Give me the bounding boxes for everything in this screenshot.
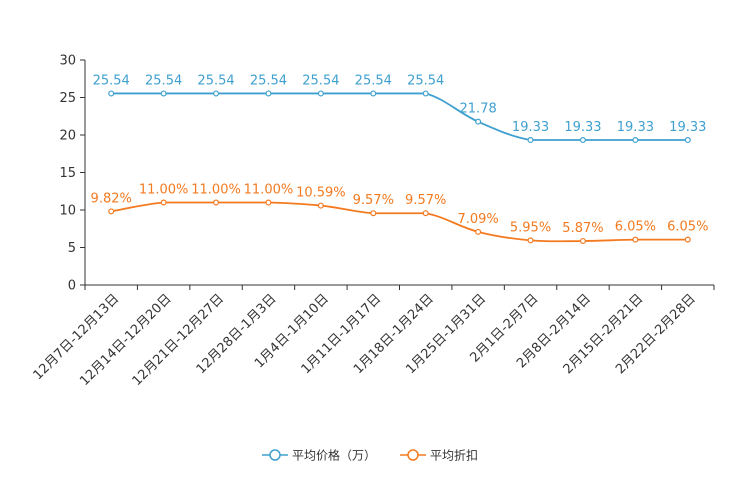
data-point[interactable] xyxy=(160,199,167,206)
data-label: 25.54 xyxy=(197,73,234,88)
legend-label: 平均价格（万） xyxy=(292,448,376,463)
data-point[interactable] xyxy=(475,228,482,235)
x-tick-label: 12月7日-12月13日 xyxy=(31,291,123,383)
y-tick-label: 5 xyxy=(68,241,76,256)
data-label: 9.82% xyxy=(91,191,132,206)
series-line xyxy=(111,201,688,243)
data-label: 9.57% xyxy=(353,193,394,208)
data-point[interactable] xyxy=(160,90,167,97)
y-tick-label: 20 xyxy=(59,129,76,144)
data-label: 19.33 xyxy=(512,120,549,135)
data-label: 9.57% xyxy=(405,193,446,208)
data-point[interactable] xyxy=(370,210,377,217)
data-label: 5.95% xyxy=(510,220,551,235)
chart-series-group: 25.54 25.54 25.54 25.54 25.54 25.54 25.54 21.78… xyxy=(91,73,708,244)
data-point[interactable] xyxy=(265,199,272,206)
data-point[interactable] xyxy=(213,199,220,206)
data-point[interactable] xyxy=(527,237,534,244)
data-point[interactable] xyxy=(579,137,586,144)
y-tick-label: 0 xyxy=(68,279,76,294)
data-label: 11.00% xyxy=(244,183,294,198)
data-point[interactable] xyxy=(527,137,534,144)
x-tick-label: 12月14日-12月20日 xyxy=(77,291,174,388)
data-label: 5.87% xyxy=(562,221,603,236)
series-2: 9.82%11.00% 11.00% 11.00% 10.59%9.57% 9.57%7… xyxy=(91,183,708,244)
legend-item-1[interactable]: 平均价格（万） xyxy=(262,448,376,463)
data-point[interactable] xyxy=(370,90,377,97)
data-label: 10.59% xyxy=(296,186,346,201)
data-label: 11.00% xyxy=(191,183,241,198)
data-point[interactable] xyxy=(579,237,586,244)
data-point[interactable] xyxy=(684,236,691,243)
data-label: 25.54 xyxy=(302,73,339,88)
data-label: 19.33 xyxy=(669,120,706,135)
data-label: 21.78 xyxy=(460,102,497,117)
data-point[interactable] xyxy=(317,202,324,209)
data-point[interactable] xyxy=(108,208,115,215)
y-tick-label: 30 xyxy=(59,54,76,69)
data-point[interactable] xyxy=(108,90,115,97)
legend-marker-icon xyxy=(269,449,281,461)
data-point[interactable] xyxy=(632,137,639,144)
data-point[interactable] xyxy=(632,236,639,243)
data-point[interactable] xyxy=(684,137,691,144)
data-label: 6.05% xyxy=(667,220,708,235)
data-point[interactable] xyxy=(422,210,429,217)
y-tick-label: 15 xyxy=(59,166,76,181)
chart-legend[interactable]: 平均价格（万） 平均折扣 xyxy=(262,448,478,463)
data-point[interactable] xyxy=(213,90,220,97)
data-label: 25.54 xyxy=(407,73,444,88)
data-point[interactable] xyxy=(475,118,482,125)
y-tick-label: 10 xyxy=(59,204,76,219)
data-label: 19.33 xyxy=(617,120,654,135)
data-label: 25.54 xyxy=(355,73,392,88)
data-point[interactable] xyxy=(265,90,272,97)
legend-item-2[interactable]: 平均折扣 xyxy=(400,448,478,463)
data-point[interactable] xyxy=(317,90,324,97)
data-label: 11.00% xyxy=(139,183,189,198)
data-label: 6.05% xyxy=(615,220,656,235)
legend-label: 平均折扣 xyxy=(430,448,478,463)
y-tick-label: 25 xyxy=(59,91,76,106)
data-label: 25.54 xyxy=(93,73,130,88)
x-tick-label: 12月21日-12月27日 xyxy=(130,291,227,388)
data-label: 7.09% xyxy=(457,212,498,227)
legend-marker-icon xyxy=(407,449,419,461)
chart-axes: 0 5 10 15 20 25 30 12月7日-12月13日12月14日-12月20日12月… xyxy=(31,54,715,389)
data-point[interactable] xyxy=(422,90,429,97)
data-label: 19.33 xyxy=(564,120,601,135)
data-label: 25.54 xyxy=(145,73,182,88)
data-label: 25.54 xyxy=(250,73,287,88)
series-1: 25.54 25.54 25.54 25.54 25.54 25.54 25.54 21.78… xyxy=(93,73,706,144)
series-line xyxy=(111,92,688,141)
